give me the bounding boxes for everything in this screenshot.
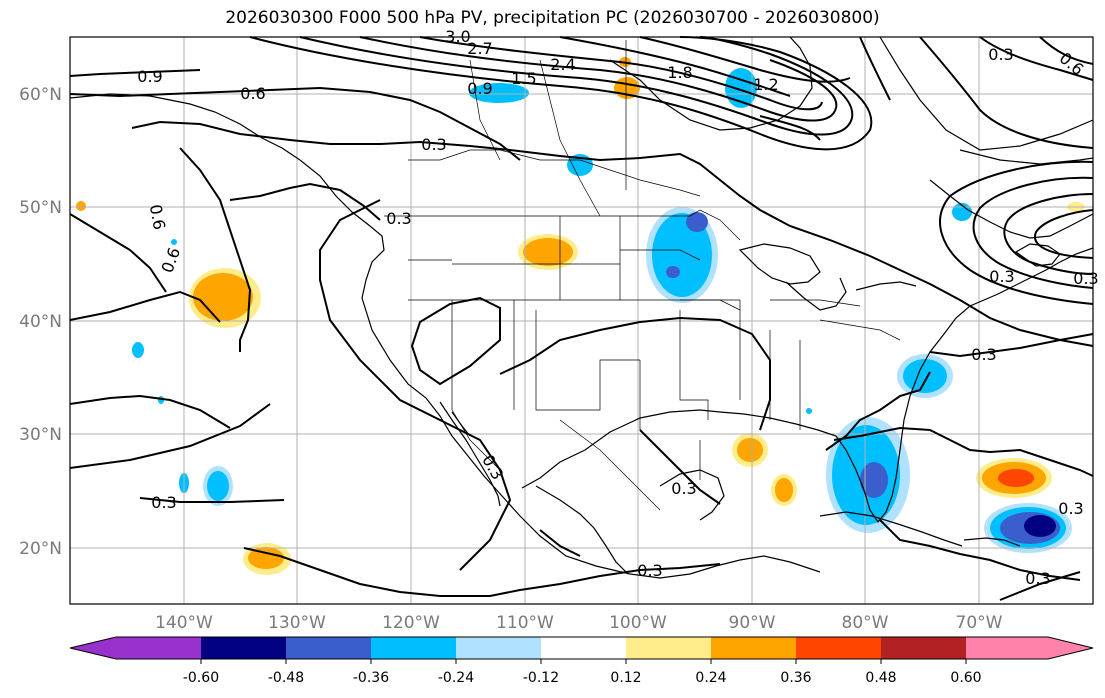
contour-label: 0.3: [421, 135, 446, 154]
precip-negative-pacific-west: [132, 342, 144, 358]
colorbar-tick-label: -0.48: [268, 670, 304, 686]
contour-label: 0.3: [386, 209, 411, 228]
contour-label: 0.3: [1073, 269, 1098, 288]
lat-tick-label: 60°N: [19, 85, 62, 105]
precip-positive-pacific-dot: [76, 201, 86, 211]
contour-label: 0.3: [988, 45, 1013, 64]
contour-label: 0.6: [240, 84, 265, 103]
lat-tick-label: 20°N: [19, 539, 62, 559]
colorbar-tick-label: 0.48: [865, 670, 896, 686]
political-borders: [384, 40, 901, 511]
contour-label: 0.3: [671, 479, 696, 498]
precip-positive-pacific-south-core: [248, 547, 284, 569]
precip-negative-atlantic-max: [1024, 515, 1056, 537]
lon-tick-label: 130°W: [268, 613, 326, 633]
colorbar-segment: [70, 637, 116, 659]
colorbar-segment: [1048, 637, 1093, 659]
contour-label: 0.3: [151, 493, 176, 512]
map-title: 2026030300 F000 500 hPa PV, precipitatio…: [225, 8, 880, 28]
precip-negative-dot-georgia: [806, 408, 812, 414]
lon-tick-label: 90°W: [729, 613, 776, 633]
precip-negative-pacific-dot2: [171, 239, 177, 245]
colorbar-segment: [116, 637, 201, 659]
colorbar-segment: [796, 637, 881, 659]
colorbar-tick-label: -0.60: [183, 670, 219, 686]
colorbar-tick-label: -0.24: [438, 670, 474, 686]
pv-jet-contours: [249, 36, 1094, 305]
pv-contours: [69, 69, 1094, 601]
contour-label: 0.3: [637, 561, 662, 580]
contour-label: 0.3: [989, 267, 1014, 286]
precip-positive-pacific-core: [193, 273, 253, 321]
lon-tick-label: 80°W: [842, 613, 889, 633]
precip-negative-pacific-south-core: [207, 471, 229, 501]
lon-tick-label: 70°W: [956, 613, 1003, 633]
lat-tick-label: 40°N: [19, 312, 62, 332]
contour-label: 0.3: [1058, 499, 1083, 518]
precip-negative-minnesota-core: [652, 213, 712, 297]
lon-tick-labels: 140°W 130°W 120°W 110°W 100°W 90°W 80°W …: [155, 613, 1003, 633]
contour-label: 0.3: [971, 345, 996, 364]
colorbar-tick-label: 0.36: [780, 670, 811, 686]
contour-label: 0.9: [467, 79, 492, 98]
colorbar-segment: [881, 637, 966, 659]
colorbar-tick-label: 0.60: [950, 670, 981, 686]
colorbar-segment: [626, 637, 711, 659]
contour-label: 1.2: [753, 75, 778, 94]
precip-negative-canada-west: [469, 83, 529, 103]
colorbar-segment: [711, 637, 796, 659]
colorbar-segment: [371, 637, 456, 659]
lon-tick-label: 110°W: [496, 613, 554, 633]
contour-label: 1.5: [511, 69, 536, 88]
colorbar-segment: [201, 637, 286, 659]
precip-positive-gulf-east-core: [775, 478, 793, 502]
precipitation-shading: [76, 57, 1085, 575]
colorbar: -0.60 -0.48 -0.36 -0.24 -0.12 0.12 0.24 …: [69, 636, 1094, 686]
lon-tick-label: 100°W: [609, 613, 667, 633]
lat-tick-labels: 60°N 50°N 40°N 30°N 20°N: [19, 85, 62, 559]
colorbar-outline: [69, 636, 1094, 660]
colorbar-segment: [966, 637, 1048, 659]
precip-negative-carolina-core: [903, 359, 947, 393]
contour-label: 0.6: [146, 203, 169, 231]
precip-positive-gulf-core: [737, 438, 763, 462]
precip-negative-minnesota-max: [686, 212, 708, 232]
precip-negative-minnesota-max2: [666, 266, 680, 278]
contour-label: 1.8: [667, 63, 692, 82]
lon-tick-label: 140°W: [155, 613, 213, 633]
contour-label: 2.7: [467, 39, 492, 58]
colorbar-tick-label: 0.24: [695, 670, 726, 686]
contour-label: 0.3: [1025, 569, 1050, 588]
lon-tick-label: 120°W: [382, 613, 440, 633]
colorbar-segment: [541, 637, 626, 659]
lat-tick-label: 50°N: [19, 198, 62, 218]
contour-label: 0.9: [137, 67, 162, 86]
colorbar-segment: [456, 637, 541, 659]
precip-positive-atlantic-max: [998, 469, 1034, 487]
graticule: [70, 37, 1093, 604]
plot-frame: [69, 36, 1094, 605]
contour-label: 2.4: [550, 55, 575, 74]
precip-positive-dakotas-core: [523, 238, 573, 266]
colorbar-tick-label: -0.36: [353, 670, 389, 686]
colorbar-segment: [286, 637, 371, 659]
colorbar-tick-label: -0.12: [523, 670, 559, 686]
colorbar-tick-label: 0.12: [610, 670, 641, 686]
precip-negative-florida-max: [860, 462, 888, 498]
lat-tick-label: 30°N: [19, 425, 62, 445]
